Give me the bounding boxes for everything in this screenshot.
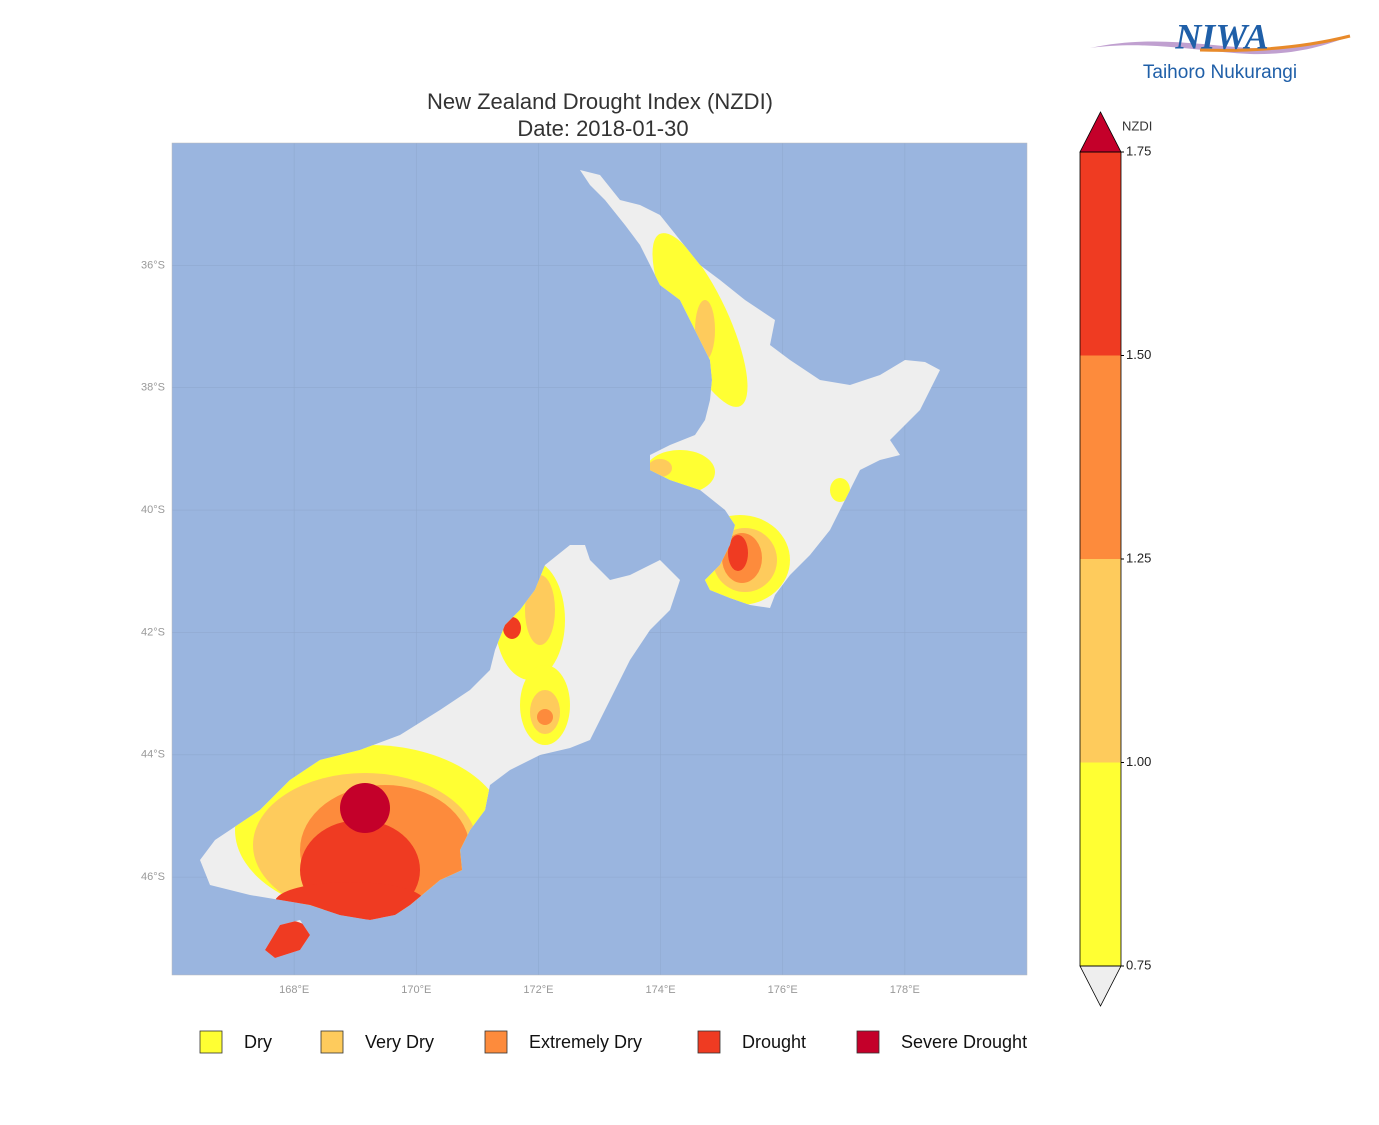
colorbar-segment xyxy=(1080,355,1121,559)
legend-label: Drought xyxy=(742,1032,806,1052)
colorbar-segment xyxy=(1080,762,1121,966)
x-tick-label: 176°E xyxy=(768,984,798,996)
x-tick-label: 172°E xyxy=(523,984,553,996)
drought-area xyxy=(728,535,748,571)
y-tick-label: 38°S xyxy=(141,382,165,394)
colorbar-extend-under xyxy=(1079,965,1122,1007)
colorbar-label: NZDI xyxy=(1122,118,1152,133)
severe-drought-area xyxy=(340,783,390,833)
map-frame xyxy=(171,142,1028,976)
logo-subtitle: Taihoro Nukurangi xyxy=(1143,62,1297,83)
legend-label: Severe Drought xyxy=(901,1032,1027,1052)
legend-swatch xyxy=(199,1030,223,1054)
logo-name: NIWA xyxy=(1174,16,1268,56)
dry-area xyxy=(830,478,850,502)
y-tick-label: 42°S xyxy=(141,626,165,638)
legend-label: Dry xyxy=(244,1032,272,1052)
legend: Dry Very Dry Extremely Dry Drought Severe Dr… xyxy=(199,1030,1027,1054)
x-tick-label: 168°E xyxy=(279,984,309,996)
colorbar-extend-over xyxy=(1079,111,1122,153)
legend-swatch xyxy=(856,1030,880,1054)
legend-label: Extremely Dry xyxy=(529,1032,642,1052)
y-tick-label: 44°S xyxy=(141,749,165,761)
colorbar-segment xyxy=(1080,559,1121,763)
ticks: 168°E 170°E 172°E 174°E 176°E 178°E 36°S 38°S 40… xyxy=(141,259,920,996)
x-tick-label: 178°E xyxy=(890,984,920,996)
colorbar: 0.75 1.00 1.25 1.50 1.75 xyxy=(1079,111,1151,1007)
colorbar-tick-label: 1.25 xyxy=(1126,550,1151,565)
colorbar-tick-label: 1.50 xyxy=(1126,347,1151,362)
map-title: New Zealand Drought Index (NZDI) xyxy=(427,89,773,114)
legend-swatch xyxy=(320,1030,344,1054)
colorbar-tick-label: 0.75 xyxy=(1126,957,1151,972)
legend-label: Very Dry xyxy=(365,1032,434,1052)
x-tick-label: 174°E xyxy=(646,984,676,996)
legend-swatch xyxy=(697,1030,721,1054)
map-subtitle: Date: 2018-01-30 xyxy=(517,116,688,141)
drought-area xyxy=(503,617,521,639)
colorbar-tick-label: 1.00 xyxy=(1126,754,1151,769)
colorbar-tick-label: 1.75 xyxy=(1126,143,1151,158)
y-tick-label: 36°S xyxy=(141,259,165,271)
logo-swoosh xyxy=(1090,36,1350,55)
y-tick-label: 46°S xyxy=(141,871,165,883)
x-tick-label: 170°E xyxy=(401,984,431,996)
legend-swatch xyxy=(484,1030,508,1054)
y-tick-label: 40°S xyxy=(141,504,165,516)
colorbar-segment xyxy=(1080,152,1121,356)
logo-swoosh xyxy=(1199,34,1351,52)
extremely-dry-area xyxy=(537,709,553,725)
